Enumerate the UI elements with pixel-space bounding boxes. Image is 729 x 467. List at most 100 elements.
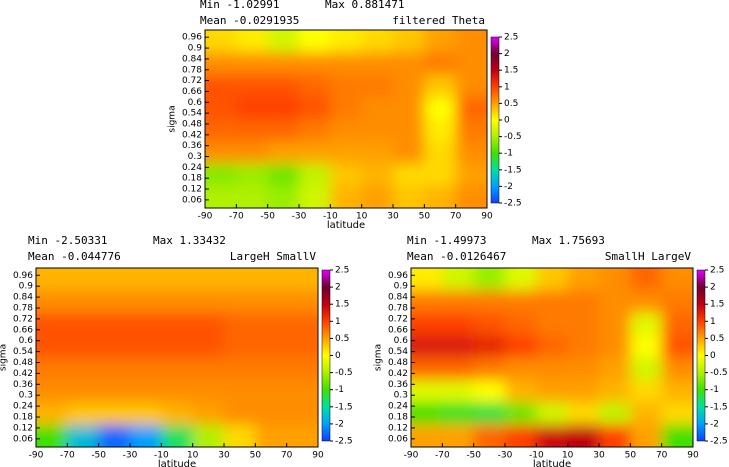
cell (255, 335, 288, 359)
cell (567, 357, 600, 381)
cell (67, 424, 100, 447)
cell (661, 424, 693, 447)
y-tick-label: 0.66 (13, 325, 33, 335)
x-tick-label: 70 (656, 451, 668, 461)
cell (599, 290, 632, 314)
cell (661, 402, 693, 426)
cell (567, 290, 600, 314)
colorbar-tick-label: 1.5 (335, 300, 349, 310)
cell (236, 185, 269, 208)
y-tick-label: 0.06 (388, 434, 408, 444)
cell (161, 268, 194, 292)
cell (224, 268, 257, 292)
cell (224, 424, 257, 447)
x-tick-label: 70 (281, 451, 293, 461)
cell (205, 163, 238, 187)
y-tick-label: 0.42 (13, 369, 33, 379)
x-tick-label: -30 (292, 212, 307, 222)
cell (255, 402, 288, 426)
cell (661, 290, 693, 314)
cell (473, 335, 506, 359)
y-tick-label: 0.96 (182, 33, 202, 43)
y-tick-label: 0.72 (182, 76, 202, 86)
cell (473, 402, 506, 426)
y-tick-label: 0.12 (182, 185, 202, 195)
x-tick-label: -10 (323, 212, 338, 222)
cell (286, 424, 318, 447)
colorbar-tick-label: -1 (504, 149, 513, 159)
cell (192, 335, 225, 359)
cell (393, 119, 426, 143)
cell (236, 96, 269, 120)
panel-title: filtered Theta (392, 14, 485, 27)
y-tick-label: 0.36 (182, 141, 202, 151)
x-tick-label: 10 (562, 451, 574, 461)
cell (98, 424, 131, 447)
cell (424, 96, 457, 120)
x-tick-label: 30 (218, 451, 230, 461)
colorbar-tick-label: 2 (335, 283, 341, 293)
cell (98, 335, 131, 359)
y-tick-label: 0.9 (19, 282, 34, 292)
colorbar-tick-label: 1 (504, 82, 510, 92)
panel-title: SmallH LargeV (605, 250, 691, 263)
cell (455, 74, 487, 98)
x-tick-label: -90 (198, 212, 213, 222)
colorbar-tick-label: 2.5 (335, 266, 349, 276)
cell (330, 74, 363, 98)
cell (411, 424, 444, 447)
y-tick-label: 0.96 (388, 271, 408, 281)
y-tick-label: 0.54 (182, 109, 202, 119)
cell (455, 96, 487, 120)
y-tick-label: 0.48 (388, 358, 408, 368)
cell (130, 268, 163, 292)
x-tick-label: 50 (250, 451, 262, 461)
cell (505, 379, 538, 404)
cell (98, 357, 131, 381)
cell (36, 268, 69, 292)
cell (567, 402, 600, 426)
cell (224, 357, 257, 381)
cell (224, 335, 257, 359)
cell (130, 402, 163, 426)
plot-frame (204, 29, 488, 209)
cell (630, 268, 663, 292)
cell (330, 52, 363, 76)
cell (299, 96, 332, 120)
cell (299, 74, 332, 98)
colorbar-tick-label: 0.5 (710, 334, 724, 344)
cell (505, 335, 538, 359)
cell (299, 163, 332, 187)
field (205, 30, 487, 208)
y-tick-label: 0.18 (388, 413, 408, 423)
cell (393, 52, 426, 76)
cell (330, 119, 363, 143)
cell (473, 424, 506, 447)
colorbar (490, 36, 500, 204)
cell (536, 402, 569, 426)
cell (267, 96, 300, 120)
cell (36, 424, 69, 447)
cell (236, 74, 269, 98)
cell (424, 74, 457, 98)
cell (255, 379, 288, 404)
y-tick-label: 0.78 (182, 65, 202, 75)
colorbar-tick-label: 2 (504, 49, 510, 59)
max-text: Max 0.881471 (325, 0, 404, 11)
cell (330, 163, 363, 187)
colorbar-tick-label: 0.5 (504, 99, 518, 109)
cell (473, 268, 506, 292)
y-tick-label: 0.18 (182, 174, 202, 184)
cell (286, 357, 318, 381)
cell (192, 424, 225, 447)
y-tick-label: 0.72 (388, 314, 408, 324)
x-tick-label: -50 (466, 451, 481, 461)
colorbar-tick-label: -2 (710, 419, 719, 429)
cell (455, 119, 487, 143)
plot-frame (410, 267, 694, 448)
cell (424, 52, 457, 76)
cell (161, 312, 194, 337)
colorbar-tick-label: -1.5 (335, 402, 353, 412)
max-text: Max 1.75693 (532, 234, 605, 247)
colorbar-tick-label: 2.5 (710, 266, 724, 276)
